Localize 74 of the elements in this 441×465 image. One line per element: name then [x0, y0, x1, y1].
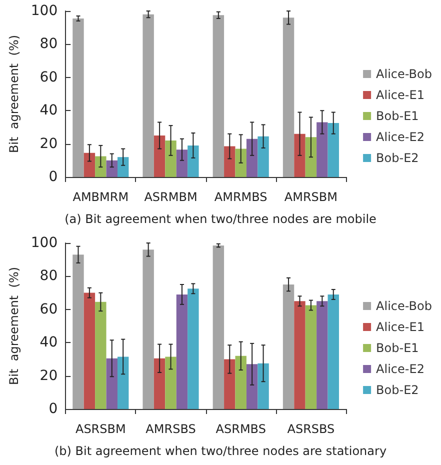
bar	[316, 122, 328, 177]
y-tick-label: 40	[40, 334, 58, 351]
y-tick-label: 60	[40, 69, 58, 86]
bar	[282, 284, 294, 409]
x-tick-label: ASRSBM	[75, 422, 126, 436]
bar	[154, 136, 166, 177]
bar	[165, 356, 176, 409]
legend-label: Bob-E2	[376, 383, 419, 397]
bar	[258, 363, 269, 409]
bar	[246, 364, 258, 409]
legend-label: Alice-E1	[376, 88, 424, 102]
x-tick-label: AMRSBS	[146, 422, 196, 436]
y-tick-label: 40	[40, 102, 58, 119]
bar	[212, 15, 224, 177]
bar	[235, 148, 246, 177]
x-tick-label: ASRMBS	[216, 422, 266, 436]
y-tick-label: 0	[48, 401, 58, 417]
x-tick-label: AMRMBS	[214, 190, 268, 204]
legend-label: Alice-Bob	[376, 299, 432, 313]
bar	[72, 18, 84, 177]
x-tick-label: AMRSBM	[284, 190, 338, 204]
bar	[246, 138, 258, 177]
bar	[188, 288, 199, 409]
bar	[176, 150, 188, 177]
bar	[154, 358, 166, 409]
text: (a) Bit agreement when two/three nodes are mobile	[64, 212, 376, 226]
legend-label: Alice-E2	[376, 362, 424, 376]
bar	[224, 146, 236, 177]
x-tick-label: ASRSBS	[287, 422, 335, 436]
legend-label: Bob-E2	[376, 151, 419, 165]
bar	[328, 294, 339, 409]
legend-label: Bob-E1	[376, 341, 419, 355]
bar	[305, 137, 317, 177]
y-tick-label: 20	[40, 136, 58, 152]
y-tick-label: 100	[30, 235, 58, 251]
bar	[117, 157, 129, 177]
y-tick-label: 60	[40, 301, 58, 318]
bar	[95, 302, 106, 409]
y-axis-title: Bit agreement (%)	[7, 266, 21, 386]
y-tick-label: 80	[40, 36, 58, 52]
bar	[294, 301, 306, 409]
bar	[117, 356, 129, 409]
bar	[165, 140, 176, 177]
y-tick-label: 80	[40, 268, 58, 284]
bar	[84, 152, 96, 177]
bar	[142, 14, 154, 177]
bar	[316, 301, 328, 409]
legend-label: Alice-Bob	[376, 67, 432, 81]
legend-label: Alice-E1	[376, 320, 424, 334]
y-tick-label: 0	[48, 169, 58, 185]
bar	[224, 359, 236, 409]
bar	[142, 250, 154, 409]
y-tick-label: 20	[40, 368, 58, 384]
bar	[305, 305, 317, 409]
bar	[106, 358, 118, 409]
bar	[212, 245, 224, 409]
legend-label: Alice-E2	[376, 130, 424, 144]
text: (b) Bit agreement when two/three nodes are stationary	[54, 444, 387, 458]
x-tick-label: AMBMRM	[72, 190, 129, 204]
bar	[294, 134, 306, 177]
bar	[106, 160, 118, 177]
y-axis-title: Bit agreement (%)	[7, 34, 21, 154]
bar	[235, 356, 246, 409]
bar	[258, 136, 269, 177]
legend-label: Bob-E1	[376, 109, 419, 123]
bar	[328, 123, 339, 177]
bar	[176, 294, 188, 409]
bar	[84, 292, 96, 409]
bar	[95, 156, 106, 177]
bar	[282, 18, 294, 177]
x-tick-label: ASRMBM	[144, 190, 198, 204]
bar	[188, 145, 199, 177]
bar	[72, 254, 84, 409]
y-tick-label: 100	[30, 3, 58, 19]
